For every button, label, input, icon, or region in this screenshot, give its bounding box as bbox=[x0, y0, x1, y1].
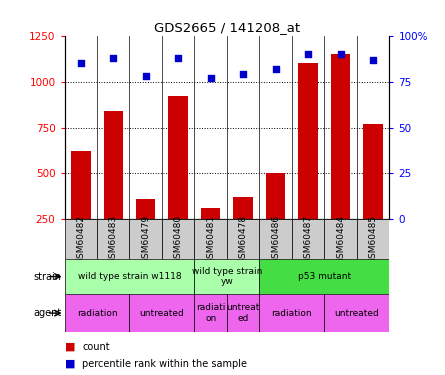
Bar bbox=[259, 219, 292, 259]
Bar bbox=[227, 219, 259, 259]
Text: GSM60484: GSM60484 bbox=[336, 214, 345, 264]
Point bbox=[305, 51, 312, 57]
Bar bbox=[227, 294, 259, 332]
Text: untreat
ed: untreat ed bbox=[227, 303, 260, 323]
Text: radiation: radiation bbox=[271, 309, 312, 318]
Point bbox=[207, 75, 214, 81]
Point bbox=[142, 73, 150, 79]
Point bbox=[110, 55, 117, 61]
Text: GSM60481: GSM60481 bbox=[206, 214, 215, 264]
Text: untreated: untreated bbox=[335, 309, 379, 318]
Bar bbox=[97, 219, 129, 259]
Text: count: count bbox=[82, 342, 110, 352]
Bar bbox=[299, 63, 318, 266]
Bar bbox=[136, 199, 155, 266]
Bar bbox=[259, 294, 324, 332]
Text: GSM60487: GSM60487 bbox=[303, 214, 313, 264]
Bar bbox=[71, 152, 90, 266]
Bar bbox=[65, 294, 129, 332]
Text: GSM60482: GSM60482 bbox=[76, 214, 85, 264]
Point bbox=[370, 57, 377, 63]
Bar bbox=[65, 259, 194, 294]
Bar bbox=[65, 219, 97, 259]
Bar bbox=[292, 219, 324, 259]
Bar bbox=[194, 259, 259, 294]
Bar bbox=[194, 219, 227, 259]
Bar bbox=[104, 111, 123, 266]
Bar bbox=[169, 96, 188, 266]
Text: p53 mutant: p53 mutant bbox=[298, 272, 351, 281]
Point bbox=[240, 71, 247, 77]
Bar bbox=[266, 173, 285, 266]
Text: GSM60480: GSM60480 bbox=[174, 214, 183, 264]
Point bbox=[272, 66, 279, 72]
Bar bbox=[331, 54, 350, 265]
Bar bbox=[324, 294, 389, 332]
Bar bbox=[129, 294, 194, 332]
Bar bbox=[364, 124, 383, 266]
Text: strain: strain bbox=[33, 272, 61, 282]
Text: wild type strain w1118: wild type strain w1118 bbox=[78, 272, 181, 281]
Point bbox=[77, 60, 85, 66]
Text: ■: ■ bbox=[65, 342, 75, 352]
Text: radiation: radiation bbox=[77, 309, 117, 318]
Bar bbox=[234, 197, 253, 266]
Text: wild type strain
yw: wild type strain yw bbox=[192, 267, 262, 286]
Text: agent: agent bbox=[33, 308, 61, 318]
Point bbox=[175, 55, 182, 61]
Text: GSM60486: GSM60486 bbox=[271, 214, 280, 264]
Bar bbox=[129, 219, 162, 259]
Bar bbox=[194, 294, 227, 332]
Text: untreated: untreated bbox=[140, 309, 184, 318]
Point bbox=[337, 51, 344, 57]
Bar bbox=[357, 219, 389, 259]
Text: GSM60479: GSM60479 bbox=[141, 214, 150, 264]
Text: percentile rank within the sample: percentile rank within the sample bbox=[82, 359, 247, 369]
Bar bbox=[324, 219, 357, 259]
Text: ■: ■ bbox=[65, 359, 75, 369]
Text: GSM60483: GSM60483 bbox=[109, 214, 118, 264]
Bar bbox=[162, 219, 194, 259]
Text: GSM60478: GSM60478 bbox=[239, 214, 248, 264]
Title: GDS2665 / 141208_at: GDS2665 / 141208_at bbox=[154, 21, 300, 34]
Text: radiati
on: radiati on bbox=[196, 303, 226, 323]
Bar bbox=[201, 209, 220, 266]
Bar bbox=[259, 259, 389, 294]
Text: GSM60485: GSM60485 bbox=[368, 214, 378, 264]
